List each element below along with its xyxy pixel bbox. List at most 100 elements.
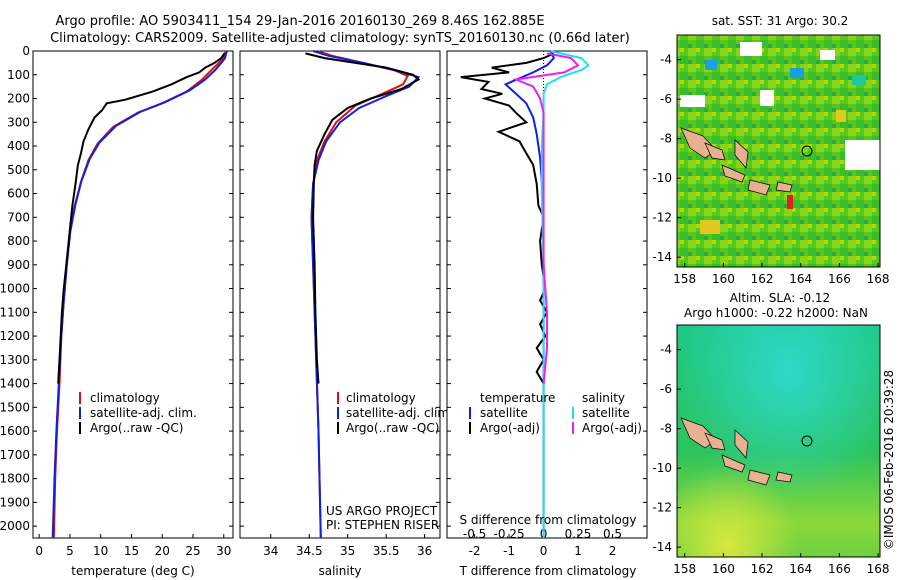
diff-t-tick-label: 1 — [574, 544, 582, 558]
depth-tick-label: 200 — [7, 92, 30, 106]
temp-x-tick-label: 5 — [66, 544, 74, 558]
sst-lat-label: -10 — [652, 171, 672, 185]
temp-x-tick-label: 20 — [155, 544, 170, 558]
sla-latitude-axis: -4 -6 -8 -10 -12 -14 — [652, 343, 681, 554]
temperature-profiles — [51, 50, 228, 539]
diff-series-2 — [540, 50, 590, 538]
temp-x-tick-label: 25 — [185, 544, 200, 558]
sst-lat-label: -14 — [652, 250, 672, 264]
legend-t-argo: Argo(-adj) — [480, 421, 540, 435]
temp-x-tick-label: 10 — [93, 544, 108, 558]
difference-axes-frame — [446, 50, 648, 539]
depth-tick-label: 1100 — [0, 305, 30, 319]
sal-x-tick-label: 36 — [417, 544, 432, 558]
diff-s-tick-label: 0.5 — [603, 527, 622, 541]
sal-legend-satellite: satellite-adj. clim. — [346, 406, 453, 420]
diff-series-1 — [460, 52, 555, 385]
legend-s-argo: Argo(-adj) — [582, 421, 642, 435]
sst-lat-label: -12 — [652, 211, 672, 225]
legend-s-satellite: satellite — [582, 406, 630, 420]
depth-tick-label: 800 — [7, 234, 30, 248]
depth-tick-label: 1500 — [0, 400, 30, 414]
sal-x-tick-label: 35.5 — [373, 544, 400, 558]
sla-lat-label: -10 — [652, 461, 672, 475]
sst-lon-label: 164 — [789, 272, 812, 286]
sst-map-frame — [676, 34, 881, 268]
sst-lon-label: 160 — [712, 272, 735, 286]
figure-title-line2: Climatology: CARS2009. Satellite-adjuste… — [50, 31, 630, 46]
sst-longitude-axis: 158 160 162 164 166 168 — [673, 263, 890, 286]
legend-temperature-head: temperature — [480, 391, 555, 405]
sal-x-tick-label: 34 — [263, 544, 278, 558]
diff-t-tick-label: -2 — [469, 544, 481, 558]
legend-climatology: climatology — [90, 391, 160, 405]
sst-field-features — [680, 42, 880, 234]
pi-credit: PI: STEPHEN RISER — [326, 518, 439, 532]
project-credit: US ARGO PROJECT — [326, 504, 438, 518]
temperature-xlabel: temperature (deg C) — [71, 564, 194, 578]
sal-x-tick-label: 35 — [340, 544, 355, 558]
sla-islands — [680, 417, 793, 486]
sla-lat-label: -6 — [660, 382, 672, 396]
legend-salinity-head: salinity — [582, 391, 625, 405]
diff-t-tick-label: 2 — [609, 544, 617, 558]
temp-series-2 — [57, 52, 226, 384]
sst-map-title: sat. SST: 31 Argo: 30.2 — [712, 14, 849, 28]
depth-tick-label: 900 — [7, 258, 30, 272]
salinity-profiles — [305, 50, 421, 539]
depth-tick-label: 1800 — [0, 472, 30, 486]
sst-latitude-axis: -4 -6 -8 -10 -12 -14 — [652, 53, 681, 264]
depth-tick-label: 700 — [7, 210, 30, 224]
sst-lon-label: 168 — [867, 272, 890, 286]
temp-x-tick-label: 15 — [124, 544, 139, 558]
temperature-axes-frame — [32, 50, 234, 539]
diff-s-tick-label: -0.5 — [463, 527, 486, 541]
depth-tick-label: 1200 — [0, 329, 30, 343]
sst-map: sat. SST: 31 Argo: 30.2 — [652, 14, 889, 286]
salinity-panel: 34 34.5 35 35.5 36 salinity climatology sate… — [239, 50, 453, 578]
sla-lon-label: 162 — [751, 562, 774, 576]
sst-lat-label: -6 — [660, 92, 672, 106]
sst-lat-label: -4 — [660, 53, 672, 67]
legend-argo: Argo(..raw -QC) — [90, 421, 183, 435]
difference-depth-ticks — [447, 50, 647, 527]
temp-x-tick-label: 30 — [216, 544, 231, 558]
sal-series-2 — [305, 52, 421, 384]
sst-lon-label: 162 — [751, 272, 774, 286]
diff-t-tick-label: -1 — [503, 544, 515, 558]
figure-title-line1: Argo profile: AO 5903411_154 29-Jan-2016… — [55, 14, 544, 29]
depth-tick-label: 2000 — [0, 519, 30, 533]
sal-legend-climatology: climatology — [346, 391, 416, 405]
depth-tick-label: 1900 — [0, 495, 30, 509]
sla-map-frame — [676, 324, 881, 558]
difference-legend: temperature satellite Argo(-adj) salinit… — [469, 391, 642, 435]
sla-lat-label: -12 — [652, 501, 672, 515]
depth-tick-label: 300 — [7, 115, 30, 129]
sla-lat-label: -4 — [660, 343, 672, 357]
depth-tick-label: 1600 — [0, 424, 30, 438]
sla-map-title-2: Argo h1000: -0.22 h2000: NaN — [684, 306, 868, 320]
salinity-axes-frame — [239, 50, 441, 539]
salinity-depth-ticks — [240, 50, 440, 527]
temp-x-tick-label: 0 — [35, 544, 43, 558]
sst-islands — [680, 127, 793, 196]
depth-tick-label: 1700 — [0, 448, 30, 462]
depth-tick-label: 400 — [7, 139, 30, 153]
depth-tick-label: 1400 — [0, 377, 30, 391]
t-difference-label: T difference from climatology — [459, 564, 637, 578]
sst-lat-label: -8 — [660, 132, 672, 146]
sla-lon-label: 168 — [867, 562, 890, 576]
depth-axis: 0 100 200 300 400 500 600 700 800 900 1000 1100 1200… — [0, 44, 233, 533]
salinity-legend: climatology satellite-adj. clim. Argo(..… — [337, 391, 453, 435]
diff-series-3 — [512, 52, 580, 384]
depth-tick-label: 1300 — [0, 353, 30, 367]
argo-float-marker — [801, 145, 813, 157]
depth-tick-label: 1000 — [0, 282, 30, 296]
depth-tick-label: 500 — [7, 163, 30, 177]
legend-t-satellite: satellite — [480, 406, 528, 420]
salinity-x-axis: 34 34.5 35 35.5 36 — [263, 534, 432, 558]
sla-lon-label: 158 — [673, 562, 696, 576]
sla-lat-label: -14 — [652, 540, 672, 554]
